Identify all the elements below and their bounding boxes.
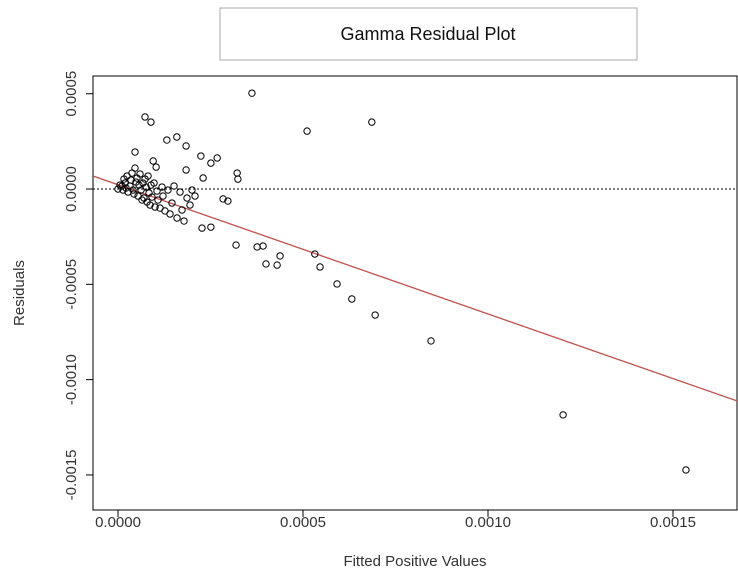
point	[682, 466, 690, 474]
chart-title: Gamma Residual Plot	[340, 24, 515, 44]
point	[136, 170, 144, 178]
y-axis-label: Residuals	[11, 260, 28, 326]
point	[253, 243, 261, 251]
point	[166, 210, 174, 218]
point	[142, 183, 150, 191]
point	[186, 201, 194, 209]
point	[153, 187, 161, 195]
point	[262, 260, 270, 268]
point	[371, 311, 379, 319]
point	[131, 148, 139, 156]
point	[122, 184, 130, 192]
point	[151, 203, 159, 211]
point	[138, 196, 146, 204]
point	[199, 174, 207, 182]
point	[159, 192, 167, 200]
point	[316, 263, 324, 271]
point	[152, 163, 160, 171]
y-tick-label: 0.0000	[63, 166, 80, 212]
point	[144, 172, 152, 180]
point	[182, 142, 190, 150]
point	[173, 214, 181, 222]
point	[276, 252, 284, 260]
point	[154, 196, 162, 204]
point	[158, 183, 166, 191]
point	[180, 217, 188, 225]
point	[273, 261, 281, 269]
plot-frame	[92, 75, 738, 511]
point	[232, 241, 240, 249]
point	[141, 113, 149, 121]
point	[333, 280, 341, 288]
point	[164, 186, 172, 194]
point	[148, 193, 156, 201]
point	[129, 186, 137, 194]
point	[178, 206, 186, 214]
point	[176, 188, 184, 196]
point	[234, 175, 242, 183]
point	[134, 192, 142, 200]
point	[303, 127, 311, 135]
point	[183, 194, 191, 202]
y-tick-label: -0.0010	[63, 354, 80, 405]
point	[188, 186, 196, 194]
point	[149, 157, 157, 165]
point	[311, 250, 319, 258]
point	[233, 169, 241, 177]
point	[219, 195, 227, 203]
y-tick-label: -0.0005	[63, 259, 80, 310]
point	[170, 182, 178, 190]
point	[427, 337, 435, 345]
point	[150, 179, 158, 187]
title-box	[219, 7, 638, 61]
point	[131, 164, 139, 172]
x-tick-label: 0.0015	[650, 514, 696, 531]
point	[173, 133, 181, 141]
point	[259, 242, 267, 250]
fit-line	[93, 175, 737, 402]
point	[198, 224, 206, 232]
point	[147, 118, 155, 126]
point	[191, 192, 199, 200]
point	[182, 166, 190, 174]
point	[224, 197, 232, 205]
point	[130, 190, 138, 198]
point	[559, 411, 567, 419]
point	[213, 154, 221, 162]
x-tick-label: 0.0000	[95, 514, 141, 531]
x-tick-label: 0.0005	[280, 514, 326, 531]
point	[248, 89, 256, 97]
point	[368, 118, 376, 126]
x-axis-label: Fitted Positive Values	[343, 553, 486, 570]
point	[135, 181, 143, 189]
point	[146, 201, 154, 209]
x-tick-label: 0.0010	[465, 514, 511, 531]
y-tick-label: -0.0015	[63, 449, 80, 500]
point	[348, 295, 356, 303]
point	[207, 159, 215, 167]
point	[168, 199, 176, 207]
point	[163, 136, 171, 144]
point	[207, 223, 215, 231]
point	[197, 152, 205, 160]
y-tick-label: 0.0005	[63, 71, 80, 117]
